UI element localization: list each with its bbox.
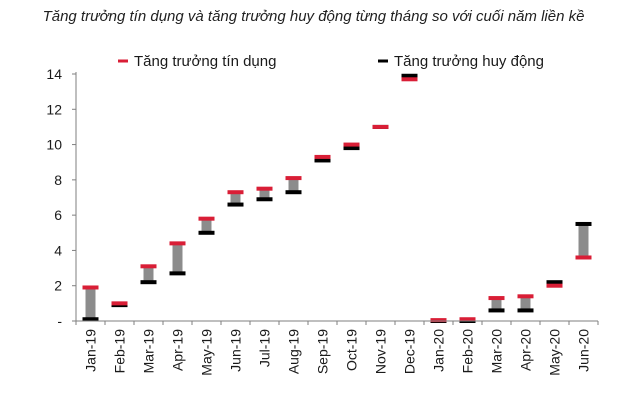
y-tick-label: 14: [46, 66, 62, 82]
axes: [75, 72, 599, 325]
range-bar: [578, 223, 589, 258]
chart-title: Tăng trưởng tín dụng và tăng trưởng huy …: [42, 8, 585, 25]
y-tick-label: -: [57, 313, 62, 329]
range-bar: [259, 188, 270, 200]
x-tick-label: Nov-19: [373, 329, 389, 374]
range-bar: [172, 243, 183, 274]
x-tick-label: Aug-19: [286, 329, 302, 374]
y-tick-label: 6: [54, 207, 62, 223]
marker-huy-dong: [575, 221, 592, 226]
x-tick-label: Jan-19: [83, 329, 99, 372]
legend: Tăng trưởng tín dụng Tăng trưởng huy động: [118, 53, 544, 70]
marker-tin-dung: [82, 285, 99, 290]
markers: [82, 73, 592, 323]
y-tick-label: 2: [54, 278, 62, 294]
marker-tin-dung: [285, 176, 302, 181]
marker-tin-dung: [140, 264, 157, 269]
x-tick-label: Apr-20: [518, 329, 534, 371]
marker-huy-dong: [256, 197, 273, 202]
marker-tin-dung: [227, 190, 244, 195]
marker-tin-dung: [314, 154, 331, 159]
x-tick-label: Feb-20: [460, 329, 476, 374]
legend-label-1: Tăng trưởng tín dụng: [134, 53, 276, 70]
range-bar: [491, 298, 502, 311]
marker-huy-dong: [140, 280, 157, 285]
range-bars: [85, 75, 589, 321]
x-tick-label: Mar-19: [141, 329, 157, 374]
marker-huy-dong: [285, 190, 302, 195]
range-bar: [143, 266, 154, 283]
marker-huy-dong: [488, 308, 505, 313]
x-tick-label: Feb-19: [112, 329, 128, 374]
marker-tin-dung: [459, 317, 476, 322]
y-tick-label: 8: [54, 172, 62, 188]
marker-tin-dung: [343, 142, 360, 147]
x-tick-label: Jun-19: [228, 329, 244, 372]
x-tick-label: Dec-19: [402, 329, 418, 374]
marker-huy-dong: [546, 280, 563, 285]
marker-tin-dung: [111, 301, 128, 306]
marker-tin-dung: [198, 216, 215, 221]
marker-huy-dong: [82, 317, 99, 322]
range-bar: [520, 296, 531, 311]
marker-huy-dong: [517, 308, 534, 313]
x-axis-ticks: Jan-19 Feb-19 Mar-19 Apr-19 May-19 Jun-19 Jul-…: [83, 329, 592, 376]
marker-tin-dung: [546, 283, 563, 288]
marker-tin-dung: [401, 77, 418, 82]
marker-tin-dung: [575, 255, 592, 260]
marker-tin-dung: [256, 186, 273, 191]
x-tick-label: Oct-19: [344, 329, 360, 371]
y-axis-ticks: - 2 4 6 8 10 12 14: [46, 66, 76, 329]
range-bar: [230, 192, 241, 205]
y-tick-label: 12: [46, 101, 62, 117]
y-tick-label: 4: [54, 242, 62, 258]
marker-huy-dong: [343, 146, 360, 151]
x-tick-label: Mar-20: [489, 329, 505, 374]
range-bar: [288, 178, 299, 193]
x-tick-label: Jul-19: [257, 329, 273, 367]
marker-huy-dong: [198, 230, 215, 235]
marker-tin-dung: [517, 294, 534, 299]
marker-tin-dung: [372, 124, 389, 129]
marker-tin-dung: [430, 318, 447, 323]
range-bar: [85, 287, 96, 320]
x-tick-label: Jun-20: [576, 329, 592, 372]
x-tick-label: May-19: [199, 329, 215, 376]
y-tick-label: 10: [46, 137, 62, 153]
legend-label-2: Tăng trưởng huy động: [394, 53, 544, 70]
marker-huy-dong: [169, 271, 186, 276]
marker-huy-dong: [314, 158, 331, 163]
x-tick-label: Apr-19: [170, 329, 186, 371]
x-tick-label: Jan-20: [431, 329, 447, 372]
range-bar: [201, 218, 212, 233]
marker-huy-dong: [227, 202, 244, 207]
marker-tin-dung: [488, 296, 505, 301]
marker-huy-dong: [401, 73, 418, 78]
x-tick-label: Sep-19: [315, 329, 331, 374]
marker-tin-dung: [169, 241, 186, 246]
x-tick-label: May-20: [547, 329, 563, 376]
